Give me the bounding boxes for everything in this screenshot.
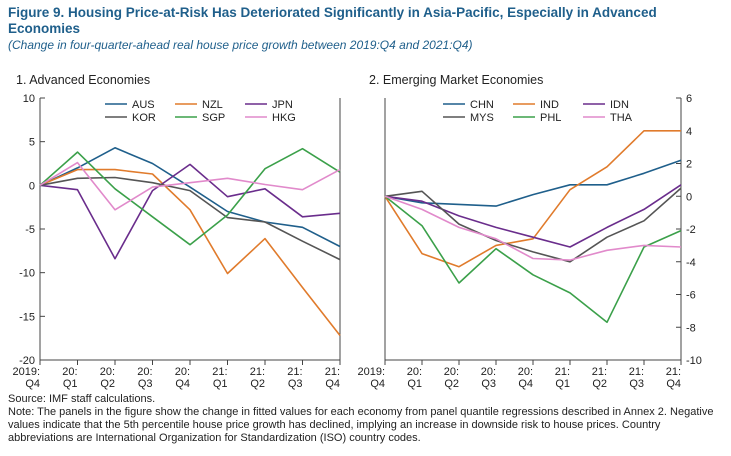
y-tick-label: 4: [686, 126, 692, 138]
series-line-mys: [384, 187, 682, 263]
x-tick-label: 20:: [175, 366, 190, 378]
figure-subtitle: (Change in four-quarter-ahead real house…: [8, 38, 473, 52]
advanced-economies-chart: -20-15-10-505102019:Q420:Q120:Q220:Q320:…: [12, 93, 341, 390]
y-tick-label: -10: [19, 268, 35, 280]
x-tick-label: Q3: [288, 378, 303, 390]
x-tick-label: 21:: [287, 366, 302, 378]
legend-label-tha: THA: [610, 112, 633, 124]
y-tick-label: 2: [686, 159, 692, 171]
x-tick-label: 20:: [481, 366, 496, 378]
x-tick-label: Q1: [555, 378, 570, 390]
x-tick-label: 21:: [212, 366, 227, 378]
x-tick-label: Q3: [138, 378, 153, 390]
series-line-jpn: [39, 163, 341, 260]
y-tick-label: -6: [686, 290, 696, 302]
legend-label-sgp: SGP: [202, 112, 225, 124]
legend-label-kor: KOR: [132, 112, 156, 124]
x-tick-label: Q2: [100, 378, 115, 390]
x-tick-label: 21:: [325, 366, 340, 378]
x-tick-label: 20:: [518, 366, 533, 378]
y-tick-label: -8: [686, 322, 696, 334]
x-tick-label: Q4: [325, 378, 340, 390]
x-tick-label: Q4: [25, 378, 40, 390]
series-line-phl: [384, 195, 682, 324]
x-tick-label: Q2: [250, 378, 265, 390]
legend-label-jpn: JPN: [272, 99, 293, 111]
x-tick-label: Q3: [481, 378, 496, 390]
y-tick-label: 6: [686, 93, 692, 105]
y-tick-label: -4: [686, 257, 696, 269]
series-line-sgp: [39, 147, 341, 246]
x-tick-label: Q3: [629, 378, 644, 390]
y-tick-label: 0: [29, 180, 35, 192]
x-tick-label: Q4: [666, 378, 681, 390]
legend-label-idn: IDN: [610, 99, 629, 111]
panel-title-emerging: 2. Emerging Market Economies: [369, 73, 544, 87]
series-line-chn: [384, 159, 682, 207]
x-tick-label: 21:: [555, 366, 570, 378]
legend-label-chn: CHN: [470, 99, 494, 111]
series-line-tha: [384, 195, 682, 261]
legend-label-aus: AUS: [132, 99, 155, 111]
y-tick-label: -20: [19, 355, 35, 367]
x-tick-label: 21:: [666, 366, 681, 378]
series-line-aus: [39, 146, 341, 248]
x-tick-label: 2019:: [357, 366, 385, 378]
y-tick-label: -15: [19, 311, 35, 323]
x-tick-label: Q2: [444, 378, 459, 390]
figure-title: Figure 9. Housing Price-at-Risk Has Dete…: [8, 5, 657, 36]
x-tick-label: Q1: [407, 378, 422, 390]
x-tick-label: 20:: [137, 366, 152, 378]
y-tick-label: -5: [25, 224, 35, 236]
x-tick-label: 2019:: [12, 366, 40, 378]
x-tick-label: 21:: [629, 366, 644, 378]
x-tick-label: 21:: [592, 366, 607, 378]
legend-label-phl: PHL: [540, 112, 561, 124]
x-tick-label: 20:: [444, 366, 459, 378]
legend-label-hkg: HKG: [272, 112, 296, 124]
x-tick-label: Q2: [592, 378, 607, 390]
y-tick-label: -10: [686, 355, 702, 367]
y-tick-label: 5: [29, 137, 35, 149]
x-tick-label: 20:: [100, 366, 115, 378]
series-line-kor: [39, 176, 341, 261]
y-tick-label: 0: [686, 191, 692, 203]
legend-label-ind: IND: [540, 99, 559, 111]
series-line-nzl: [39, 168, 341, 336]
legend-label-mys: MYS: [470, 112, 494, 124]
series-line-hkg: [39, 161, 341, 211]
panel-title-advanced: 1. Advanced Economies: [16, 73, 151, 87]
x-tick-label: 21:: [250, 366, 265, 378]
x-tick-label: 20:: [407, 366, 422, 378]
x-tick-label: 20:: [62, 366, 77, 378]
legend-label-nzl: NZL: [202, 99, 223, 111]
x-tick-label: Q1: [63, 378, 78, 390]
x-tick-label: Q4: [370, 378, 385, 390]
x-tick-label: Q1: [213, 378, 228, 390]
series-line-ind: [384, 129, 681, 268]
figure-note: Note: The panels in the figure show the …: [8, 406, 714, 444]
source-note: Source: IMF staff calculations.: [8, 393, 156, 405]
y-tick-label: 10: [23, 93, 35, 105]
series-line-idn: [384, 184, 682, 248]
x-tick-label: Q4: [518, 378, 533, 390]
y-tick-label: -2: [686, 224, 696, 236]
x-tick-label: Q4: [175, 378, 190, 390]
emerging-economies-chart: -10-8-6-4-202462019:Q420:Q120:Q220:Q320:…: [357, 93, 702, 390]
